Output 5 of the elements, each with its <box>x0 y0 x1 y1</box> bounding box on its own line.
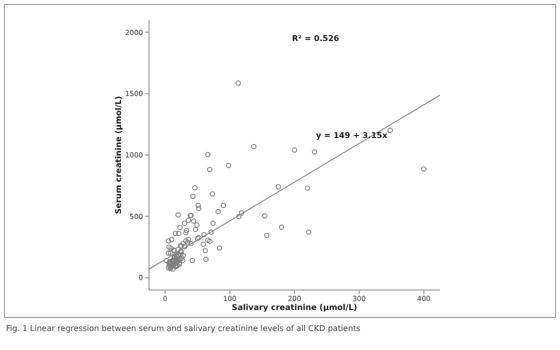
caption: Fig. 1 Linear regression between serum and salivary creatinine levels of all CKD patients <box>6 324 360 333</box>
x-axis-title: Salivary creatinine (μmol/L) <box>230 303 358 312</box>
annotation: R² = 0.526 <box>292 34 340 43</box>
annotation: y = 149 + 3.15x <box>316 131 388 140</box>
y-axis-title: Serum creatinine (μmol/L) <box>114 96 123 214</box>
